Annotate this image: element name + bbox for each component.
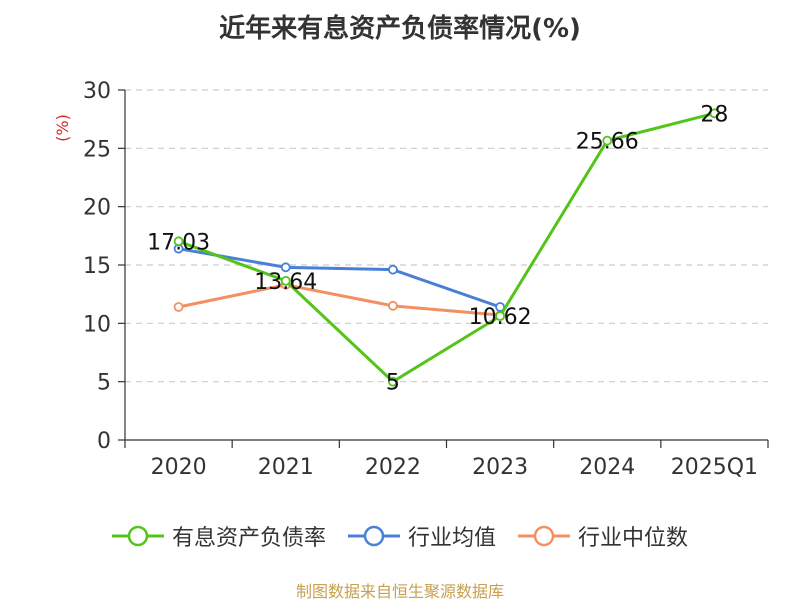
legend-swatch-industry-median — [518, 525, 570, 547]
y-tick-label-0: 0 — [97, 429, 111, 454]
point-debt_ratio-2020 — [173, 236, 184, 247]
point-debt_ratio-2025Q1 — [709, 108, 720, 119]
point-debt_ratio-2022 — [388, 376, 398, 387]
x-tick-label-2023: 2023 — [472, 455, 528, 480]
data-label-2025Q1: 28 — [700, 102, 728, 127]
y-axis-unit-label: (%) — [53, 114, 72, 142]
data-label-2020: 17.03 — [147, 230, 210, 255]
legend-item-industry-median[interactable]: 行业中位数 — [518, 520, 688, 552]
series-line-debt_ratio — [178, 111, 715, 384]
point-industry_avg-2021 — [280, 262, 291, 273]
legend: 有息资产负债率 行业均值 行业中位数 — [0, 520, 800, 552]
point-industry_median-2022 — [388, 300, 398, 311]
point-debt_ratio-2021 — [280, 275, 291, 286]
data-label-2022: 5 — [386, 371, 400, 396]
y-tick-label-25: 25 — [83, 137, 111, 162]
legend-item-industry-avg[interactable]: 行业均值 — [347, 520, 496, 552]
legend-swatch-debt-ratio — [111, 525, 164, 547]
data-label-2023: 10.62 — [469, 305, 532, 330]
legend-swatch-industry-avg — [347, 525, 400, 547]
point-debt_ratio-2024 — [602, 135, 613, 146]
y-tick-label-5: 5 — [97, 371, 111, 396]
x-tick-label-2021: 2021 — [258, 455, 314, 480]
y-tick-label-20: 20 — [83, 196, 111, 221]
x-tick-label-2022: 2022 — [365, 455, 421, 480]
x-tick-label-2024: 2024 — [579, 455, 635, 480]
y-tick-label-10: 10 — [83, 312, 111, 337]
chart-title: 近年来有息资产负债率情况(%) — [219, 14, 581, 44]
series-line-industry_median — [178, 283, 501, 317]
point-industry_median-2020 — [173, 302, 184, 312]
source-note: 制图数据来自恒生聚源数据库 — [295, 582, 504, 601]
y-tick-label-30: 30 — [83, 79, 111, 104]
data-label-2021: 13.64 — [254, 270, 317, 295]
legend-item-debt-ratio[interactable]: 有息资产负债率 — [111, 520, 326, 552]
point-debt_ratio-2023 — [495, 311, 505, 322]
point-industry_avg-2022 — [388, 264, 398, 275]
legend-label-industry-median: 行业中位数 — [578, 526, 689, 551]
legend-label-debt-ratio: 有息资产负债率 — [171, 526, 326, 551]
data-label-2024: 25.66 — [576, 130, 639, 155]
legend-label-industry-avg: 行业均值 — [407, 526, 496, 551]
x-tick-label-2020: 2020 — [151, 455, 207, 480]
y-tick-label-15: 15 — [83, 254, 111, 279]
series-line-industry_avg — [178, 247, 501, 309]
x-tick-label-2025Q1: 2025Q1 — [671, 455, 758, 480]
